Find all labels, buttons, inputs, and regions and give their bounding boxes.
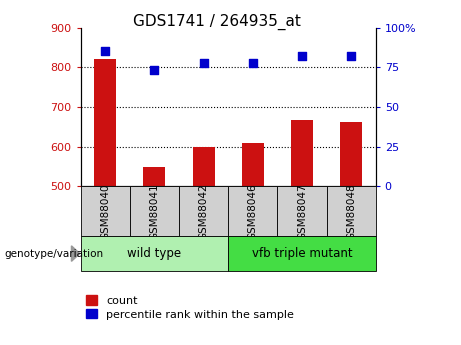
Bar bbox=[278, 186, 326, 236]
Text: genotype/variation: genotype/variation bbox=[5, 249, 104, 258]
Bar bbox=[193, 147, 215, 186]
Legend: count, percentile rank within the sample: count, percentile rank within the sample bbox=[86, 295, 294, 319]
Bar bbox=[242, 144, 264, 186]
Bar bbox=[130, 186, 179, 236]
Text: GSM88048: GSM88048 bbox=[346, 183, 356, 240]
Bar bbox=[179, 186, 228, 236]
Point bbox=[348, 53, 355, 59]
Bar bbox=[81, 236, 228, 271]
Bar bbox=[94, 59, 116, 186]
Bar bbox=[340, 122, 362, 186]
Text: GSM88040: GSM88040 bbox=[100, 183, 110, 239]
Point bbox=[298, 53, 306, 59]
Text: GSM88042: GSM88042 bbox=[199, 183, 209, 240]
Text: GSM88041: GSM88041 bbox=[149, 183, 160, 240]
Text: GDS1741 / 264935_at: GDS1741 / 264935_at bbox=[133, 14, 301, 30]
Point bbox=[200, 60, 207, 65]
Text: vfb triple mutant: vfb triple mutant bbox=[252, 247, 352, 260]
Text: wild type: wild type bbox=[127, 247, 182, 260]
Bar bbox=[291, 120, 313, 186]
Text: GSM88047: GSM88047 bbox=[297, 183, 307, 240]
Point bbox=[151, 68, 158, 73]
Bar bbox=[228, 236, 376, 271]
Text: GSM88046: GSM88046 bbox=[248, 183, 258, 240]
Point bbox=[249, 60, 256, 65]
Bar bbox=[228, 186, 278, 236]
Polygon shape bbox=[71, 246, 80, 262]
Bar bbox=[81, 186, 130, 236]
Bar bbox=[326, 186, 376, 236]
Bar bbox=[143, 167, 165, 186]
Point bbox=[101, 49, 109, 54]
